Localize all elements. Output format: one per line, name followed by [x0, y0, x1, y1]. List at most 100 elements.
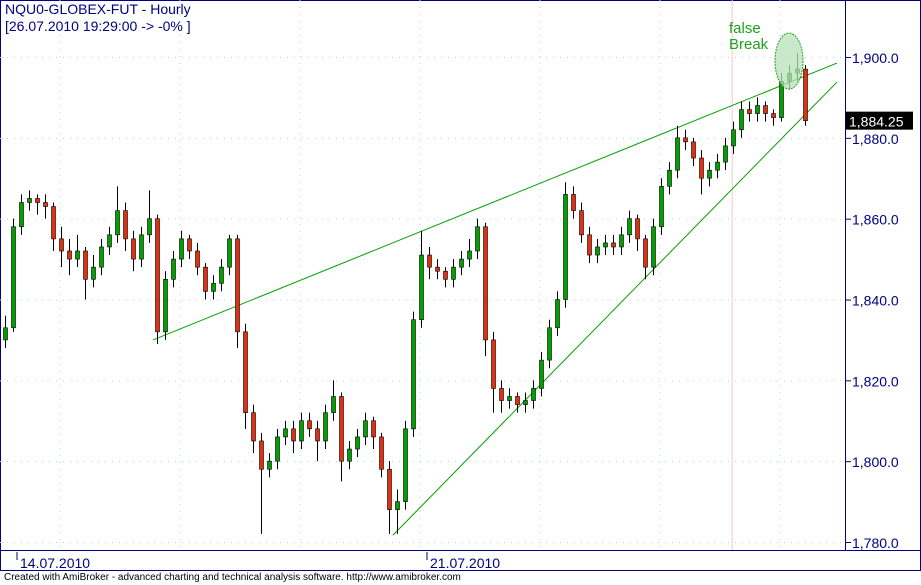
price-tick-label: 1,780.0 — [852, 535, 899, 551]
date-label: 14.07.2010 — [20, 555, 90, 571]
candle-up — [475, 226, 480, 252]
candle-down — [515, 396, 520, 405]
candle-up — [403, 428, 408, 502]
candle-down — [571, 194, 576, 211]
candle-up — [139, 234, 144, 260]
last-price-box — [846, 111, 913, 130]
candle-up — [603, 242, 608, 248]
candle-down — [443, 270, 448, 280]
candle-down — [435, 266, 440, 272]
price-axis: 1,780.0 1,800.0 1,820.0 1,840.0 1,860.0 1,880… — [845, 50, 913, 551]
candle-up — [75, 250, 80, 260]
candle-up — [227, 238, 232, 268]
false-break-ellipse — [774, 32, 804, 90]
candle-up — [107, 234, 112, 248]
candle-up — [659, 186, 664, 228]
candle-up — [555, 299, 560, 329]
candle-up — [459, 258, 464, 268]
candle-down — [243, 331, 248, 413]
candle-down — [235, 238, 240, 333]
candle-down — [611, 242, 616, 248]
candle-up — [723, 145, 728, 163]
candle-up — [395, 501, 400, 510]
candle-down — [59, 238, 64, 252]
candle-up — [739, 109, 744, 131]
candle-up — [211, 283, 216, 292]
date-axis: 14.07.2010 21.07.2010 — [16, 552, 500, 571]
candle-down — [747, 109, 752, 114]
candle-up — [563, 194, 568, 300]
annotation-label: false — [729, 20, 761, 37]
candle-down — [683, 137, 688, 143]
candle-up — [275, 436, 280, 462]
candle-down — [491, 339, 496, 389]
annotation-label: Break — [729, 36, 769, 53]
candle-up — [547, 327, 552, 361]
candle-down — [251, 412, 256, 442]
candle-up — [19, 202, 24, 228]
candle-up — [355, 436, 360, 450]
candle-down — [771, 113, 776, 118]
candle-up — [91, 266, 96, 280]
candle-up — [299, 420, 304, 442]
candle-up — [627, 218, 632, 236]
candle-up — [99, 246, 104, 268]
candle-up — [667, 169, 672, 187]
candle-down — [699, 157, 704, 179]
date-label: 21.07.2010 — [430, 555, 500, 571]
candle-up — [363, 420, 368, 438]
candle-up — [507, 396, 512, 401]
candle-down — [123, 210, 128, 240]
candle-up — [707, 169, 712, 179]
candle-up — [267, 460, 272, 470]
candle-up — [651, 226, 656, 268]
chart-frame — [0, 0, 921, 571]
candle-down — [691, 141, 696, 159]
candle-down — [763, 105, 768, 114]
candle-down — [387, 468, 392, 510]
chart-title: NQU0-GLOBEX-FUT - Hourly — [5, 1, 191, 17]
candle-down — [427, 254, 432, 268]
candle-up — [163, 278, 168, 333]
price-tick-label: 1,840.0 — [852, 293, 899, 309]
candle-down — [35, 198, 40, 203]
candle-up — [731, 129, 736, 147]
trendline — [392, 81, 838, 536]
candle-up — [451, 266, 456, 280]
candle-up — [675, 137, 680, 171]
candle-down — [187, 238, 192, 252]
candle-up — [419, 254, 424, 321]
candle-up — [411, 319, 416, 430]
price-tick-label: 1,820.0 — [852, 373, 899, 389]
candle-down — [307, 420, 312, 430]
trendlines — [152, 62, 838, 536]
candle-up — [11, 226, 16, 329]
candle-up — [467, 250, 472, 260]
chart-status: [26.07.2010 19:29:00 -> -0% ] — [5, 18, 191, 34]
candle-down — [195, 250, 200, 268]
price-tick-label: 1,900.0 — [852, 50, 899, 66]
candle-up — [347, 448, 352, 462]
candle-down — [83, 250, 88, 280]
price-tick-label: 1,880.0 — [852, 131, 899, 147]
candle-down — [131, 238, 136, 260]
candle-up — [171, 258, 176, 280]
candle-down — [259, 440, 264, 470]
candle-up — [755, 105, 760, 114]
candles — [3, 52, 808, 534]
candle-up — [179, 238, 184, 260]
candle-up — [3, 327, 8, 341]
candle-down — [579, 210, 584, 236]
candle-up — [531, 388, 536, 401]
candle-down — [203, 266, 208, 292]
candle-down — [51, 206, 56, 240]
candle-down — [483, 226, 488, 341]
candle-down — [315, 428, 320, 442]
candle-down — [339, 396, 344, 462]
candle-up — [283, 428, 288, 438]
candle-down — [67, 250, 72, 260]
last-price-label: 1,884.25 — [849, 114, 904, 130]
price-tick-label: 1,860.0 — [852, 212, 899, 228]
candle-down — [155, 218, 160, 333]
